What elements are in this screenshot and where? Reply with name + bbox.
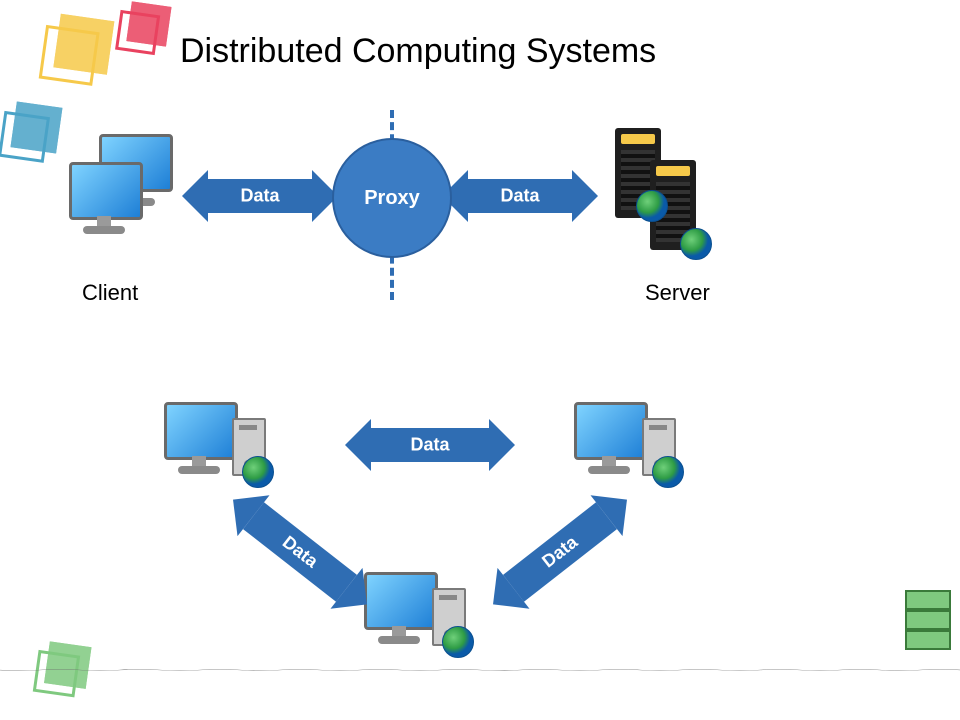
- data-arrow-peer-top: Data: [345, 419, 515, 471]
- client-label: Client: [82, 280, 138, 306]
- server-globe-back-icon: [636, 190, 668, 222]
- arrow-label: Data: [442, 186, 598, 207]
- arrow-label: Data: [182, 186, 338, 207]
- client-monitor-front-icon: [65, 160, 145, 240]
- workstation-left-monitor-icon: [160, 400, 240, 480]
- data-arrow-proxy-server: Data: [442, 170, 598, 222]
- data-arrow-client-proxy: Data: [182, 170, 338, 222]
- arrow-label: Data: [227, 491, 374, 612]
- arrow-label: Data: [345, 435, 515, 456]
- wavy-baseline: [0, 668, 960, 672]
- data-arrow-peer-right: Data: [477, 479, 643, 625]
- proxy-node: Proxy: [332, 138, 452, 258]
- arrow-label: Data: [487, 491, 634, 612]
- server-globe-front-icon: [680, 228, 712, 260]
- page-title: Distributed Computing Systems: [180, 32, 656, 71]
- workstation-bottom-globe-icon: [442, 626, 474, 658]
- proxy-label: Proxy: [364, 187, 420, 210]
- diagram-stage: Distributed Computing Systems Data Data …: [0, 0, 960, 720]
- server-label: Server: [645, 280, 710, 306]
- data-arrow-peer-left: Data: [217, 479, 383, 625]
- deco-server-mini: [905, 590, 947, 650]
- workstation-right-globe-icon: [652, 456, 684, 488]
- workstation-right-monitor-icon: [570, 400, 650, 480]
